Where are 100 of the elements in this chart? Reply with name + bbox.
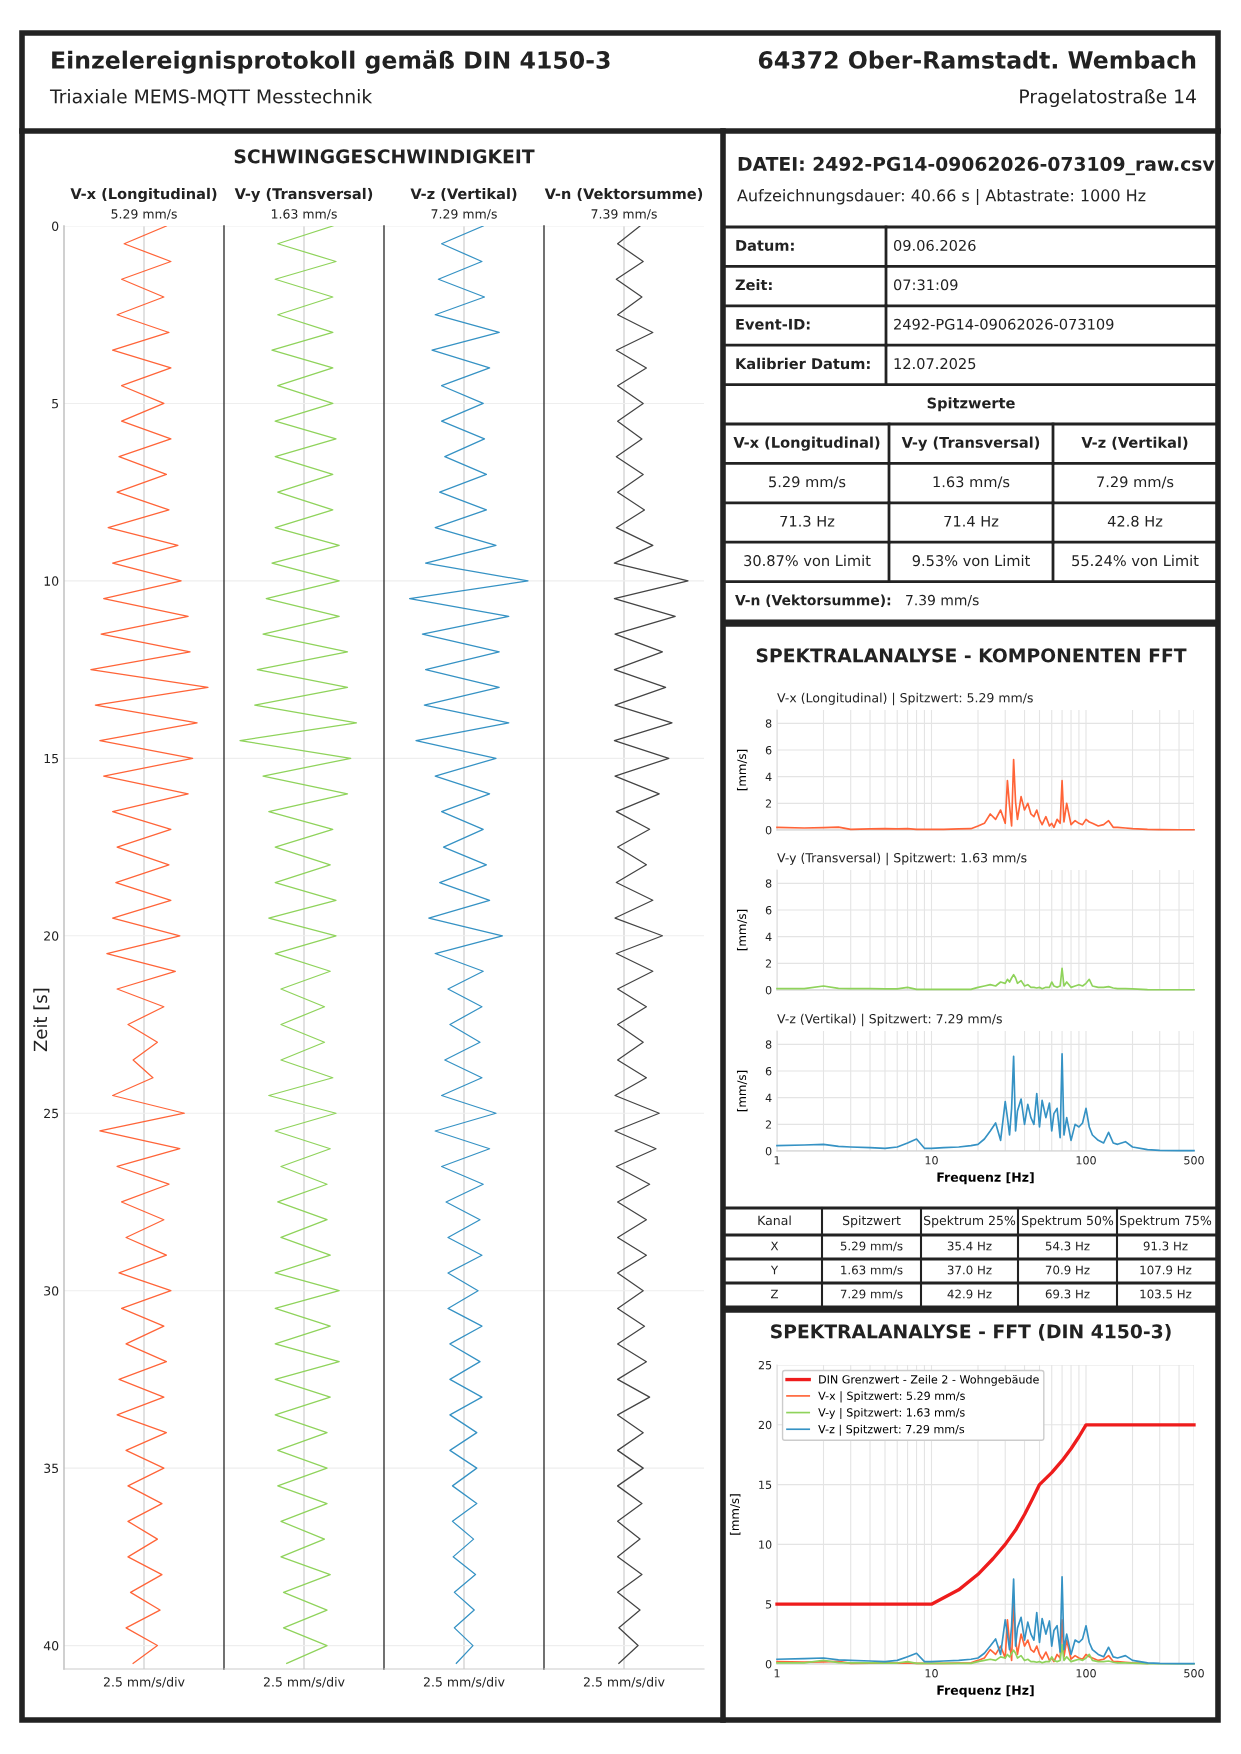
y-tick-label: 10 xyxy=(44,576,59,586)
text: Y xyxy=(770,1265,779,1275)
text: 1.63 mm/s xyxy=(933,476,1010,489)
text: Triaxiale MEMS-MQTT Messtechnik xyxy=(49,88,373,106)
y-tick-label: 5 xyxy=(765,1600,772,1609)
y-axis-title: [mm/s] xyxy=(729,1494,741,1535)
chart-title: SPEKTRALANALYSE - FFT (DIN 4150-3) xyxy=(771,1323,1171,1341)
x-axis-title: 2.5 mm/s/div xyxy=(583,1676,665,1688)
y-tick-label: 2 xyxy=(765,959,772,968)
text: 1.63 mm/s xyxy=(271,209,337,220)
text: Datum: xyxy=(736,240,794,251)
text: 69.3 Hz xyxy=(1045,1289,1090,1299)
y-tick-label: 0 xyxy=(765,1146,772,1156)
x-axis-title: 2.5 mm/s/div xyxy=(423,1676,505,1688)
text: V-z (Vertikal) xyxy=(1081,436,1188,450)
text: Spitzwert xyxy=(842,1215,901,1228)
text: 91.3 Hz xyxy=(1143,1241,1188,1251)
text: V-y (Transversal) xyxy=(901,436,1040,451)
text: 54.3 Hz xyxy=(1045,1241,1090,1251)
text: 7.29 mm/s xyxy=(1097,476,1174,489)
text: Aufzeichnungsdauer: 40.66 s | Abtastrate: 1000 Hz xyxy=(737,189,1146,205)
y-tick-label: 0 xyxy=(52,221,59,231)
y-tick-label: 25 xyxy=(758,1360,772,1370)
x-tick-label: 100 xyxy=(1076,1156,1096,1165)
text: 7.39 mm/s xyxy=(906,594,979,607)
legend-label: V-x | Spitzwert: 5.29 mm/s xyxy=(818,1391,965,1403)
legend-label: V-z | Spitzwert: 7.29 mm/s xyxy=(818,1424,965,1436)
x-axis-title: Frequenz [Hz] xyxy=(937,1685,1034,1698)
text: 64372 Ober-Ramstadt. Wembach xyxy=(758,50,1196,69)
text: 5.29 mm/s xyxy=(111,209,177,220)
text: 42.8 Hz xyxy=(1107,515,1163,527)
y-tick-label: 4 xyxy=(765,932,772,941)
text: 55.24% von Limit xyxy=(1072,554,1199,567)
y-axis-title: [mm/s] xyxy=(736,909,748,951)
text: Z xyxy=(770,1289,779,1299)
chart-subtitle: V-x (Longitudinal) | Spitzwert: 5.29 mm/s xyxy=(777,692,1033,706)
text: 2492-PG14-09062026-073109 xyxy=(894,318,1114,330)
text: Kalibrier Datum: xyxy=(736,357,870,370)
text: 103.5 Hz xyxy=(1140,1289,1192,1299)
x-axis-title: 2.5 mm/s/div xyxy=(263,1676,345,1688)
x-tick-label: 500 xyxy=(1184,1156,1204,1165)
text: 7.29 mm/s xyxy=(431,209,497,220)
text: 5.29 mm/s xyxy=(840,1241,903,1252)
text: V-z (Vertikal) xyxy=(410,187,517,201)
text: 107.9 Hz xyxy=(1140,1265,1192,1275)
y-axis-title: [mm/s] xyxy=(736,1070,748,1112)
text: Spitzwerte xyxy=(927,397,1015,412)
text: X xyxy=(770,1241,779,1251)
y-tick-label: 8 xyxy=(765,879,772,888)
y-tick-label: 8 xyxy=(765,1040,772,1049)
y-tick-label: 6 xyxy=(765,905,772,915)
text: 30.87% von Limit xyxy=(744,554,871,567)
text: Zeit: xyxy=(735,279,772,291)
y-tick-label: 25 xyxy=(44,1108,59,1119)
x-tick-label: 100 xyxy=(1076,1669,1096,1678)
text: Spektrum 50% xyxy=(1021,1215,1114,1228)
text: Spektrum 25% xyxy=(923,1215,1016,1228)
text: V-n (Vektorsumme) xyxy=(544,187,703,201)
y-tick-label: 40 xyxy=(43,1641,59,1651)
x-axis-title: Frequenz [Hz] xyxy=(937,1172,1034,1185)
text: 42.9 Hz xyxy=(947,1289,992,1299)
y-tick-label: 10 xyxy=(759,1540,772,1549)
text: Spektrum 75% xyxy=(1119,1215,1212,1228)
text: DATEI: 2492-PG14-09062026-073109_raw.csv xyxy=(738,156,1215,176)
text: 1.63 mm/s xyxy=(841,1265,903,1276)
y-tick-label: 6 xyxy=(765,1066,772,1076)
y-axis-title: [mm/s] xyxy=(736,749,748,791)
chart-subtitle: V-z (Vertikal) | Spitzwert: 7.29 mm/s xyxy=(777,1013,1002,1027)
x-tick-label: 10 xyxy=(925,1156,938,1165)
y-tick-label: 35 xyxy=(44,1463,59,1474)
text: Pragelatostraße 14 xyxy=(1020,88,1196,108)
text: 35.4 Hz xyxy=(947,1241,992,1251)
y-axis-title: Zeit [s] xyxy=(33,988,50,1052)
y-tick-label: 20 xyxy=(44,931,59,941)
text: 9.53% von Limit xyxy=(912,554,1030,567)
legend-label: DIN Grenzwert - Zeile 2 - Wohngebäude xyxy=(819,1375,1039,1386)
text: 70.9 Hz xyxy=(1045,1265,1090,1275)
y-tick-label: 5 xyxy=(52,399,59,409)
text: 71.4 Hz xyxy=(944,515,999,527)
text: 09.06.2026 xyxy=(893,239,976,251)
x-tick-label: 10 xyxy=(925,1669,938,1678)
text: 5.29 mm/s xyxy=(769,476,846,489)
text: Kanal xyxy=(758,1215,791,1226)
text: V-x (Longitudinal) xyxy=(70,187,217,203)
legend-label: V-y | Spitzwert: 1.63 mm/s xyxy=(818,1407,965,1420)
y-tick-label: 2 xyxy=(765,1120,772,1129)
x-axis-title: 2.5 mm/s/div xyxy=(103,1676,185,1688)
y-tick-label: 15 xyxy=(759,1480,772,1489)
y-tick-label: 2 xyxy=(765,799,772,808)
y-tick-label: 8 xyxy=(765,719,772,728)
text: 71.3 Hz xyxy=(780,515,835,527)
text: V-n (Vektorsumme): xyxy=(735,594,891,607)
text: Event-ID: xyxy=(736,318,810,330)
y-tick-label: 4 xyxy=(765,1093,772,1102)
chart-subtitle: V-y (Transversal) | Spitzwert: 1.63 mm/s xyxy=(777,852,1027,866)
y-tick-label: 15 xyxy=(44,753,59,764)
text: V-x (Longitudinal) xyxy=(733,436,880,451)
y-tick-label: 6 xyxy=(765,745,772,755)
y-tick-label: 30 xyxy=(44,1286,59,1296)
x-tick-label: 1 xyxy=(774,1156,780,1165)
